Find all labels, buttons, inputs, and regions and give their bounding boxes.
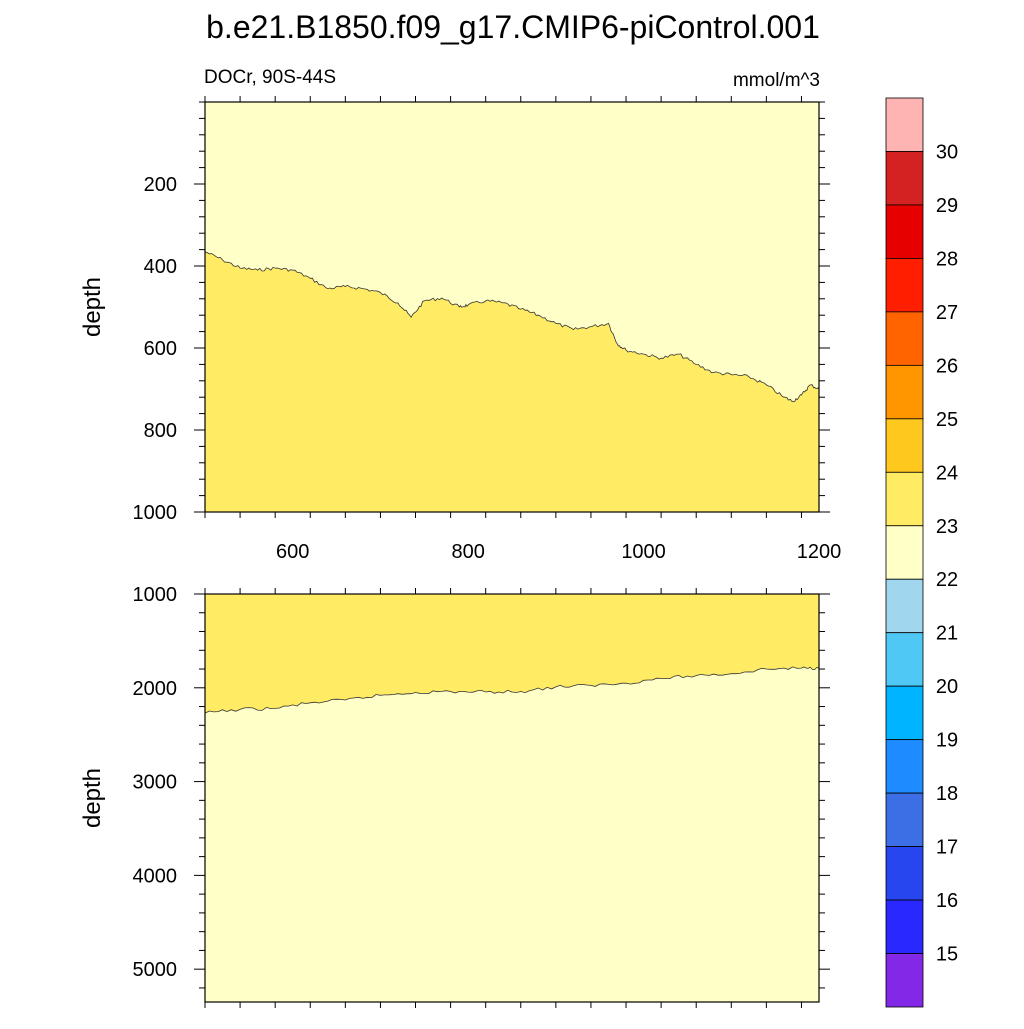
y-tick-label: 200 [144,174,177,196]
plot-frame [204,593,820,1003]
y-tick-label: 3000 [133,772,178,794]
y-tick-label: 5000 [133,959,178,981]
y-tick-label: 1000 [133,502,178,524]
colorbar-swatch [885,899,924,954]
region-below-contour [205,251,819,512]
colorbar-label: 29 [936,195,958,217]
colorbar-swatch [885,632,924,687]
colorbar-swatch [885,258,924,313]
plot-frame [204,101,820,513]
colorbar-label: 23 [936,516,958,538]
colorbar-label: 24 [936,462,958,484]
y-tick-label: 400 [144,256,177,278]
colorbar-swatch [885,364,924,420]
chart-title: b.e21.B1850.f09_g17.CMIP6-piControl.001 [206,9,820,45]
colorbar-swatch [885,311,924,366]
colorbar-label: 21 [936,623,958,645]
left-label: DOCr, 90S-44S [204,67,336,88]
colorbar-label: 27 [936,302,958,324]
panel-lower: 1000 2000 3000 4000 5000 depth [79,584,830,1008]
colorbar-swatch [885,525,924,580]
panel-upper: 200 400 600 800 1000 600 800 1000 1200 depth [79,96,841,563]
colorbar-label: 19 [936,730,958,752]
colorbar-swatch [885,685,924,741]
colorbar-label: 20 [936,676,958,698]
y-tick-label: 800 [144,420,177,442]
colorbar-swatch [885,792,924,847]
y-tick-label: 4000 [133,865,178,887]
contour-line [204,251,820,403]
colorbar-label: 15 [936,944,958,966]
colorbar-label: 17 [936,837,958,859]
colorbar-swatch [885,953,924,1008]
colorbar-swatch [885,578,924,634]
colorbar-label: 18 [936,783,958,805]
colorbar-swatch [885,846,924,901]
colorbar-label: 22 [936,569,958,591]
colorbar-label: 26 [936,355,958,377]
contour-line [204,666,820,714]
y-axis-label: depth [79,277,106,337]
y-axis-label: depth [79,768,106,828]
colorbar-swatch [885,471,924,527]
colorbar-label: 30 [936,141,958,163]
y-tick-label: 600 [144,338,177,360]
x-tick-label: 600 [276,541,309,563]
colorbar-swatch [885,204,924,259]
x-tick-label: 1200 [797,541,842,563]
colorbar-swatch [885,97,924,152]
colorbar-swatch [885,418,924,473]
region-below-contour [205,666,819,1002]
x-tick-label: 1000 [621,541,666,563]
colorbar: 30 29 28 27 26 25 24 23 22 21 20 19 18 17 16 15 [885,97,958,1008]
units-label: mmol/m^3 [733,70,820,91]
y-tick-label: 1000 [133,584,178,606]
colorbar-label: 28 [936,248,958,270]
colorbar-swatch [885,151,924,206]
colorbar-label: 25 [936,409,958,431]
x-tick-label: 800 [451,541,484,563]
colorbar-swatch [885,739,924,794]
y-tick-label: 2000 [133,678,178,700]
colorbar-label: 16 [936,890,958,912]
